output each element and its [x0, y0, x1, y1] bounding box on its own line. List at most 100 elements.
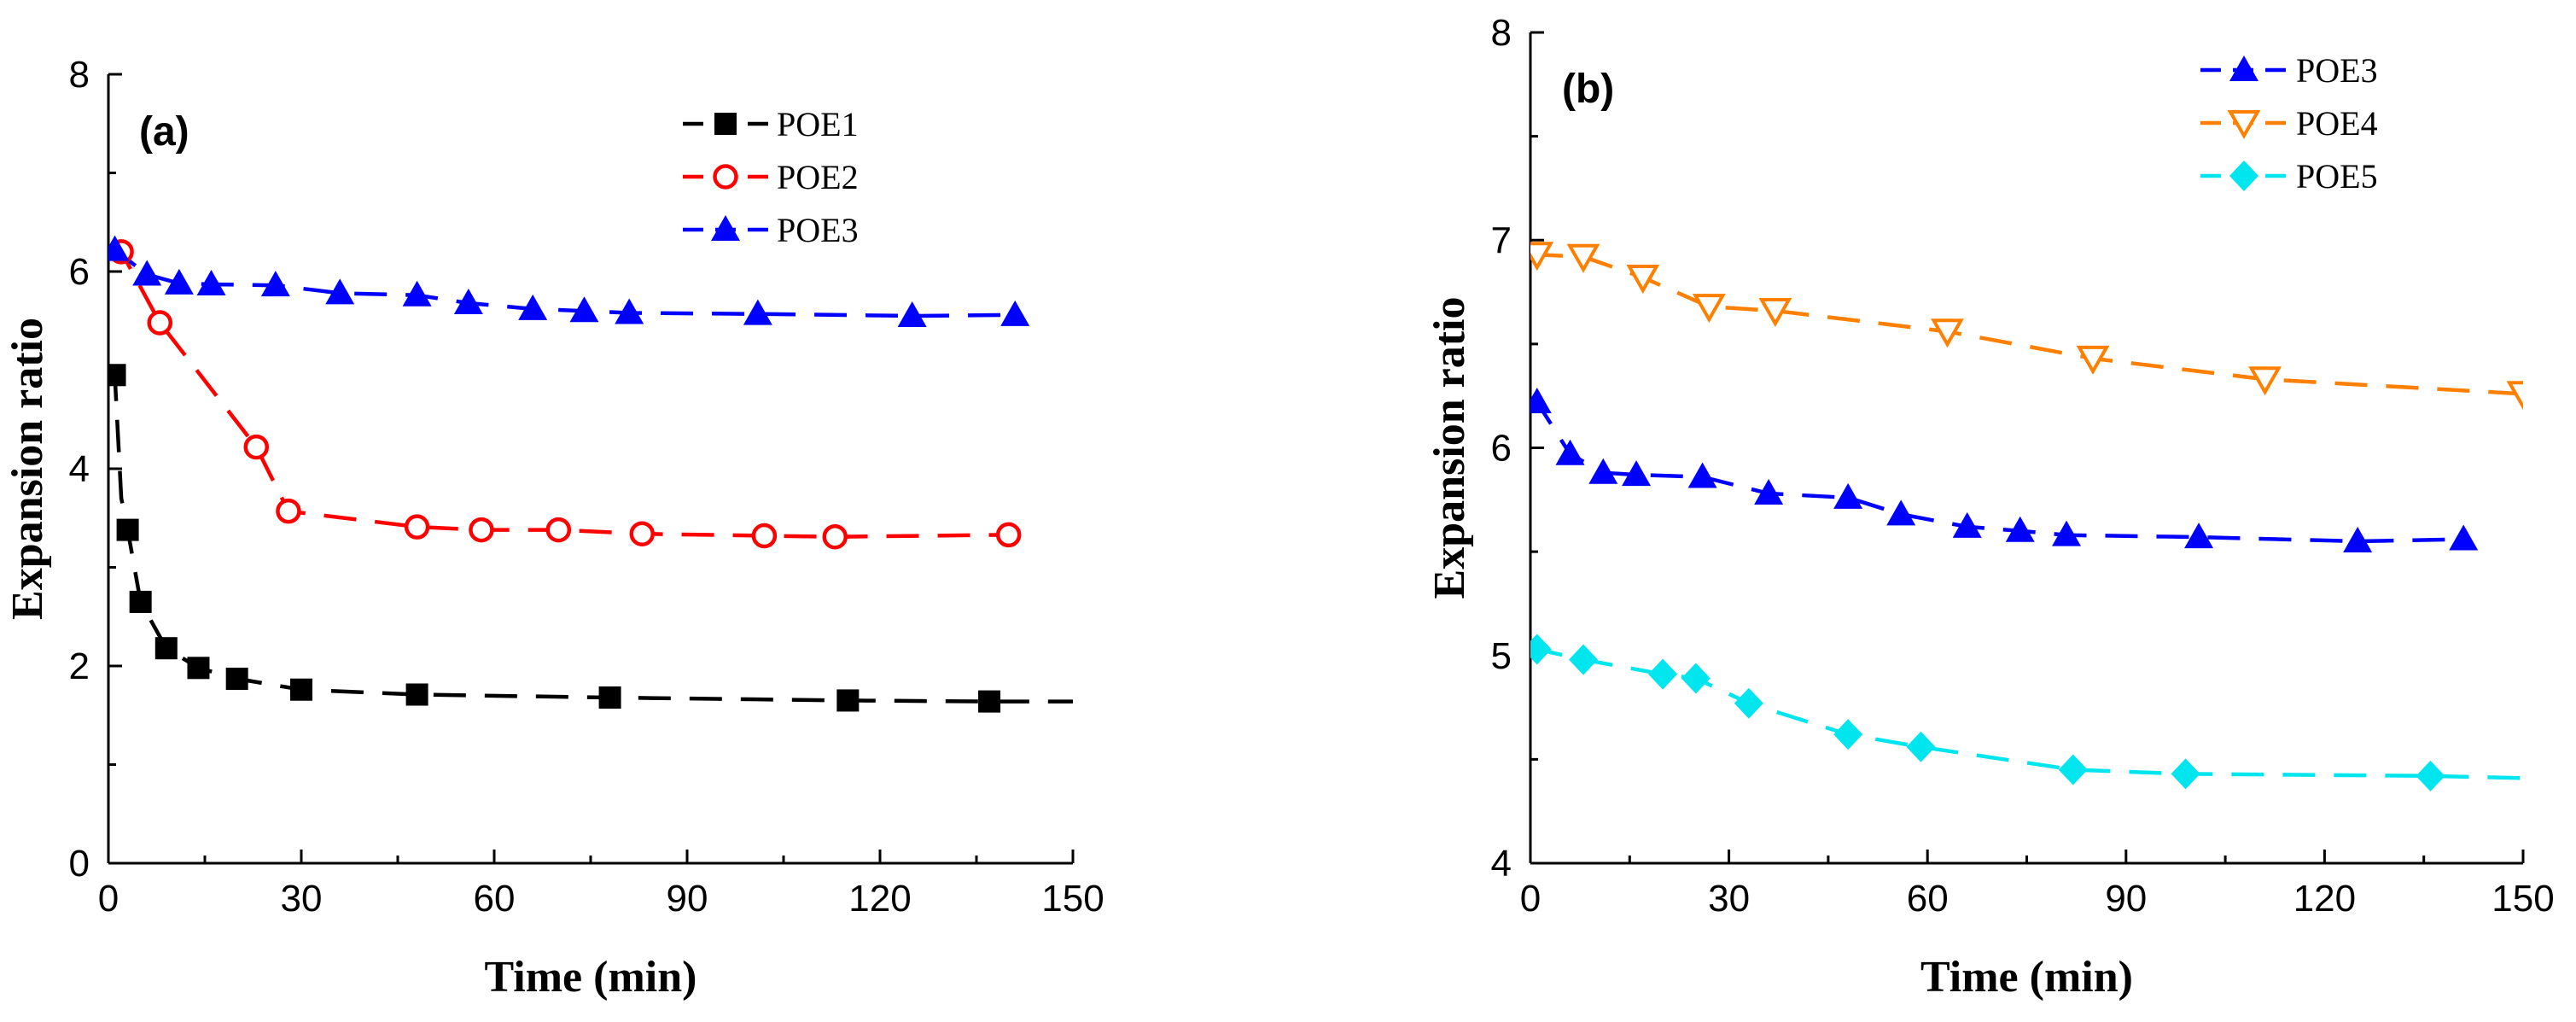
data-point [2076, 345, 2110, 375]
legend-item-poe3: POE3 [683, 211, 859, 249]
data-point [822, 523, 848, 550]
y-tick-label: 8 [69, 54, 90, 96]
data-point [2248, 366, 2282, 396]
data-point [1566, 243, 1600, 273]
data-point [1530, 242, 1554, 272]
data-point [276, 498, 301, 524]
data-point [164, 268, 194, 295]
data-point [260, 271, 290, 297]
series-points-poe4 [1530, 242, 2523, 411]
x-tick-label: 120 [2293, 878, 2356, 920]
y-tick-label: 8 [1491, 12, 1512, 54]
data-point [196, 270, 226, 296]
chart-panel-b: 0 30 60 90 120 150 4 5 6 7 8 Time (min) Expansion ra… [1425, 12, 2555, 1002]
data-point [1555, 439, 1585, 465]
x-tick-label: 60 [1907, 878, 1949, 920]
x-tick-label: 150 [1041, 878, 1104, 920]
legend-label: POE3 [777, 211, 859, 249]
data-point [453, 288, 483, 314]
legend-item-poe1: POE1 [683, 105, 859, 143]
data-point [325, 278, 355, 305]
series-points-poe3 [1530, 387, 2479, 552]
y-tick-label: 4 [1491, 843, 1512, 885]
data-point [2184, 523, 2214, 549]
x-tick-label: 30 [1708, 878, 1750, 920]
data-point [129, 590, 152, 613]
data-point [1754, 479, 1784, 505]
y-tick-label: 5 [1491, 635, 1512, 677]
data-point [978, 690, 1001, 713]
data-point [2416, 760, 2445, 791]
data-point [1000, 300, 1030, 326]
data-point [1569, 644, 1599, 675]
legend-item-poe3: POE3 [2200, 51, 2378, 90]
legend-marker [711, 215, 740, 241]
data-point [225, 668, 248, 691]
x-tick-label: 120 [848, 878, 911, 920]
legend-item-poe5: POE5 [2200, 157, 2378, 196]
data-point [2058, 754, 2088, 785]
legend-marker [714, 113, 737, 135]
data-point [751, 523, 778, 549]
data-point [2171, 758, 2200, 790]
data-point [1692, 294, 1726, 324]
legend-marker [2229, 55, 2258, 81]
x-tick-label: 60 [474, 878, 516, 920]
x-tick-label: 0 [1520, 878, 1541, 920]
data-point [518, 294, 548, 320]
data-point [598, 686, 621, 709]
data-point [132, 260, 162, 286]
data-point [2005, 516, 2035, 542]
data-point [1622, 460, 1652, 487]
data-point [1833, 719, 1863, 750]
data-point [1931, 318, 1964, 348]
data-point [1687, 462, 1717, 488]
panel-label: (b) [1562, 67, 1614, 112]
data-point [1734, 687, 1763, 719]
y-tick-label: 0 [69, 843, 90, 885]
data-point [2052, 520, 2082, 546]
legend-marker [713, 164, 738, 190]
series-points-poe1 [108, 364, 1001, 713]
data-point [290, 678, 312, 701]
data-point [836, 689, 860, 712]
series-line-poe5 [1530, 647, 2523, 780]
chart-panel-a: 0 30 60 90 120 150 0 2 4 6 8 Time (min) Expansion ra… [3, 54, 1104, 1002]
data-point [404, 514, 430, 540]
data-point [1626, 265, 1660, 295]
legend-label: POE5 [2296, 157, 2378, 196]
data-point [897, 301, 927, 327]
series-points-poe5 [1530, 634, 2445, 791]
series-points-poe3 [108, 235, 1030, 327]
y-tick-label: 6 [69, 251, 90, 293]
data-point [1758, 297, 1792, 327]
legend-item-poe4: POE4 [2200, 104, 2378, 143]
data-point [629, 521, 656, 546]
data-point [154, 637, 178, 660]
legend-label: POE3 [2296, 51, 2378, 90]
data-point [1833, 482, 1863, 509]
y-tick-label: 7 [1491, 219, 1512, 261]
data-point [569, 296, 599, 323]
data-point [187, 657, 210, 680]
series-line-poe4 [1530, 253, 2523, 396]
data-point [116, 518, 139, 541]
data-point [1952, 511, 1982, 538]
data-point [405, 683, 428, 706]
data-point [1530, 634, 1552, 665]
legend-marker [2229, 161, 2258, 191]
legend: POE1 POE2 POE3 [683, 105, 859, 249]
legend-label: POE4 [2296, 104, 2378, 143]
data-point [402, 280, 432, 307]
y-tick-label: 4 [69, 448, 90, 490]
y-axis-title: Expansion ratio [1425, 297, 1474, 599]
data-point [743, 299, 772, 325]
data-point [2449, 524, 2479, 551]
legend: POE3 POE4 POE5 [2200, 51, 2378, 196]
x-tick-label: 90 [2105, 878, 2147, 920]
x-tick-label: 150 [2491, 878, 2554, 920]
y-tick-label: 6 [1491, 428, 1512, 470]
data-point [1681, 663, 1711, 694]
data-point [2343, 526, 2373, 552]
